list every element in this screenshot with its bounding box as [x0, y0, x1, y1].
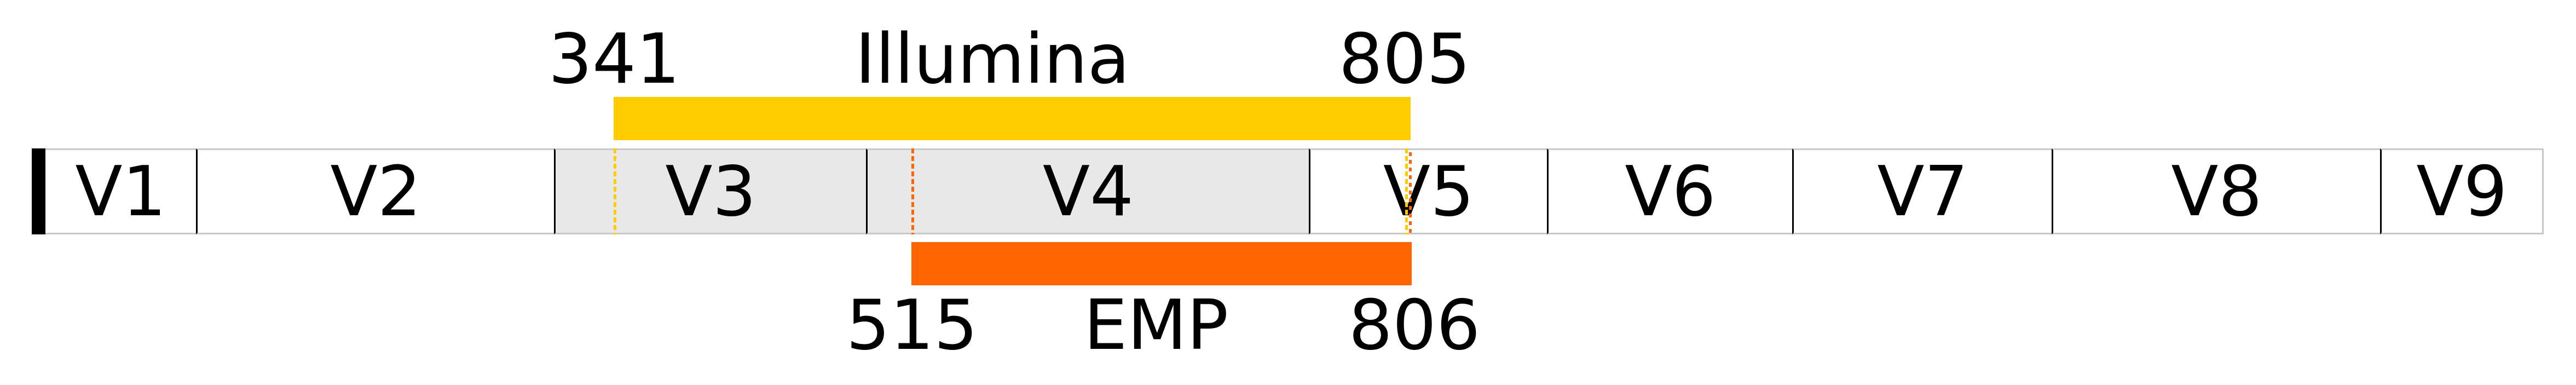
dashed-line-805	[1405, 148, 1408, 234]
segment-v5: V5	[1309, 148, 1547, 234]
emp-amplicon-bar	[911, 242, 1412, 285]
segment-v7: V7	[1792, 148, 2052, 234]
segment-v6: V6	[1547, 148, 1792, 234]
segment-label: V2	[330, 151, 421, 232]
dashed-line-515	[911, 148, 914, 234]
segment-v2: V2	[196, 148, 554, 234]
illumina-start-label: 341	[548, 19, 680, 99]
segment-label: V9	[2416, 151, 2508, 232]
dashed-line-806	[1409, 148, 1412, 234]
emp-end-label: 806	[1348, 285, 1481, 365]
segment-label: V4	[1042, 151, 1134, 232]
segment-label: V3	[665, 151, 756, 232]
emp-name-label: EMP	[1083, 285, 1229, 365]
emp-start-label: 515	[846, 285, 978, 365]
segment-label: V8	[2171, 151, 2262, 232]
segment-label: V1	[75, 151, 166, 232]
segment-label: V6	[1625, 151, 1716, 232]
segment-v3: V3	[554, 148, 866, 234]
segment-label: V5	[1383, 151, 1475, 232]
segment-label: V7	[1877, 151, 1968, 232]
illumina-amplicon-bar	[614, 97, 1411, 140]
segment-v4: V4	[866, 148, 1309, 234]
segment-v9: V9	[2380, 148, 2544, 234]
illumina-end-label: 805	[1338, 19, 1471, 99]
dashed-line-341	[614, 148, 616, 234]
illumina-name-label: Illumina	[855, 19, 1130, 99]
segment-v8: V8	[2052, 148, 2380, 234]
segment-v1: V1	[45, 148, 196, 234]
start-marker	[32, 148, 46, 234]
